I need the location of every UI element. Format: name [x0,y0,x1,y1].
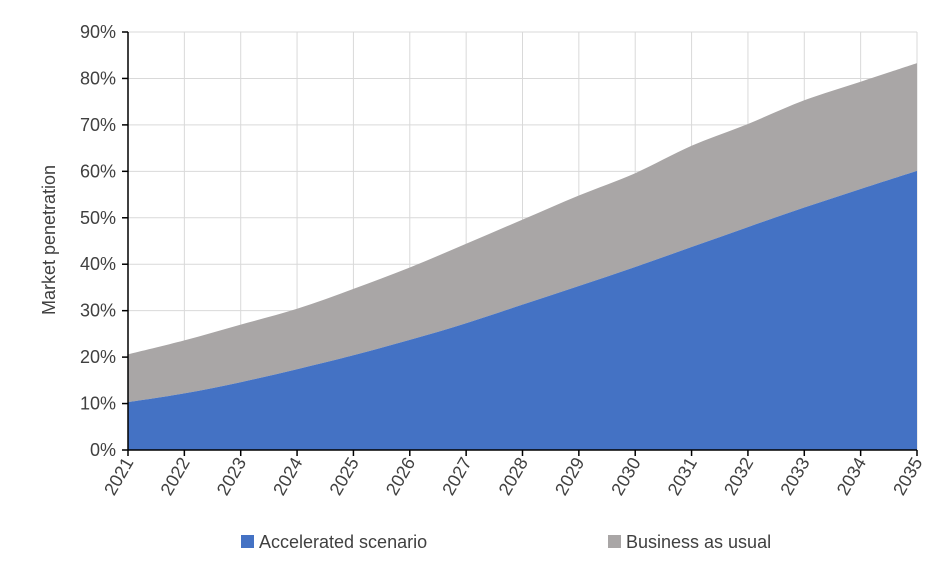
area-accelerated-scenario [128,170,917,450]
area-series [128,63,917,450]
x-tick-label: 2034 [833,454,870,499]
y-tick-label: 30% [80,301,116,321]
x-tick-label: 2023 [213,454,250,499]
y-tick-label: 50% [80,208,116,228]
y-tick-label: 60% [80,161,116,181]
x-tick-labels: 2021 2022 2023 2024 2025 2026 2027 2028 2029 2030… [100,454,926,499]
x-tick-label: 2027 [438,454,475,499]
x-tick-label: 2026 [382,454,419,499]
x-tick-label: 2033 [776,454,813,499]
x-tick-label: 2029 [551,454,588,499]
y-tick-label: 70% [80,115,116,135]
y-tick-label: 90% [80,22,116,42]
legend-label-accelerated: Accelerated scenario [259,532,427,552]
y-tick-label: 10% [80,394,116,414]
x-tick-label: 2030 [607,454,644,499]
x-tick-label: 2032 [720,454,757,499]
y-tick-label: 80% [80,68,116,88]
axes [122,31,918,456]
legend: Accelerated scenario Business as usual [241,532,771,552]
x-tick-label: 2024 [269,454,306,499]
y-tick-label: 20% [80,347,116,367]
legend-swatch-business-as-usual [608,535,621,548]
x-tick-label: 2025 [326,454,363,499]
x-tick-label: 2035 [889,454,926,499]
y-tick-label: 40% [80,254,116,274]
y-tick-labels: 0% 10% 20% 30% 40% 50% 60% 70% 80% 90% [80,22,116,460]
y-tick-label: 0% [90,440,116,460]
area-business-as-usual [128,63,917,403]
x-tick-label: 2022 [156,454,193,499]
x-tick-label: 2028 [495,454,532,499]
y-axis-title: Market penetration [39,165,59,315]
x-tick-label: 2021 [100,454,137,499]
x-tick-label: 2031 [664,454,701,499]
legend-swatch-accelerated [241,535,254,548]
legend-label-business-as-usual: Business as usual [626,532,771,552]
